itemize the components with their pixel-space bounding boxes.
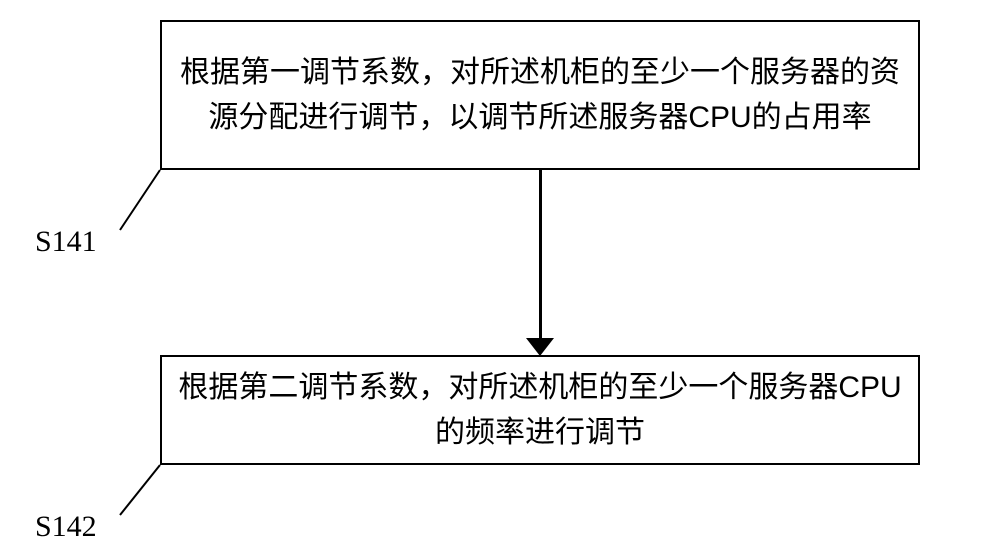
flow-arrow-head	[526, 338, 554, 356]
flow-step-s142-text: 根据第二调节系数，对所述机柜的至少一个服务器CPU的频率进行调节	[178, 365, 902, 455]
flow-step-s141: 根据第一调节系数，对所述机柜的至少一个服务器的资源分配进行调节，以调节所述服务器…	[160, 20, 920, 170]
flow-step-s141-text: 根据第一调节系数，对所述机柜的至少一个服务器的资源分配进行调节，以调节所述服务器…	[178, 50, 902, 140]
flow-arrow	[539, 170, 542, 340]
flowchart-canvas: 根据第一调节系数，对所述机柜的至少一个服务器的资源分配进行调节，以调节所述服务器…	[0, 0, 1000, 552]
step-label-s142: S142	[35, 510, 97, 544]
flow-step-s142: 根据第二调节系数，对所述机柜的至少一个服务器CPU的频率进行调节	[160, 355, 920, 465]
step-label-s141: S141	[35, 225, 97, 259]
